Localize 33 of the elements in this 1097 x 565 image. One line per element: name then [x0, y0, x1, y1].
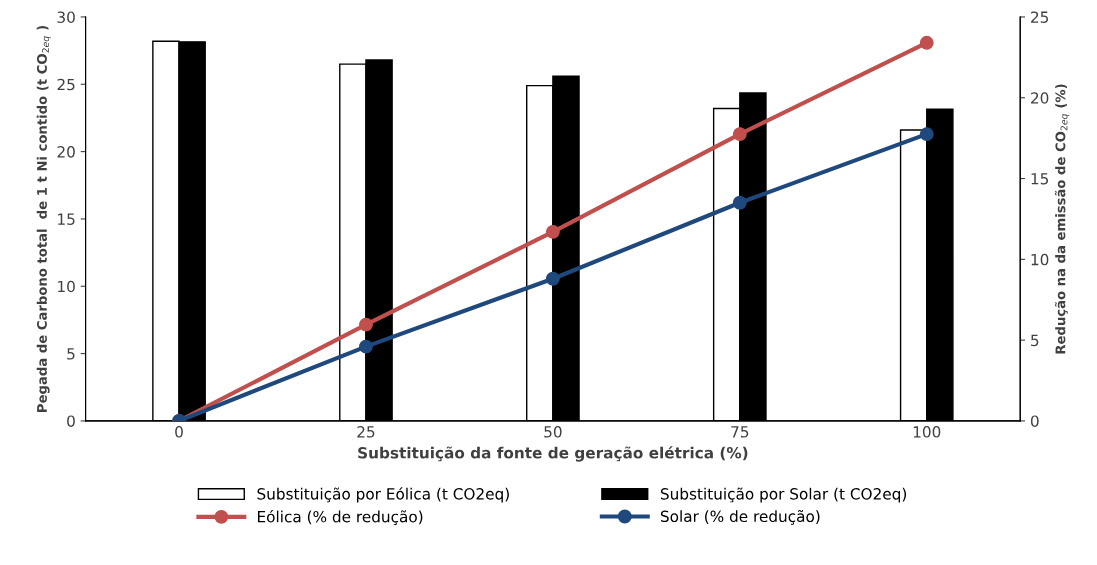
y-tick-label: 30: [57, 11, 75, 23]
legend-label: Substituição por Solar (t CO2eq): [660, 487, 907, 503]
point: [919, 127, 934, 142]
point: [919, 35, 934, 50]
legend-label: Eólica (% de redução): [257, 510, 423, 526]
y2-tick-label: 20: [1031, 92, 1049, 104]
y2-tick-label: 0: [1030, 415, 1039, 427]
y2-tick-label: 15: [1031, 173, 1049, 185]
x-tick-label: 50: [544, 426, 562, 438]
y-axis-title: Pegada de Carbono total de 1 t Ni contido (t CO$_{2eq}$ ): [36, 25, 51, 412]
y2-tick-label: 25: [1031, 11, 1049, 23]
x-axis-title: Substituição da fonte de geração elétrica (%): [358, 446, 748, 462]
point: [732, 127, 747, 142]
point: [545, 224, 560, 239]
x-tick-label: 0: [175, 426, 183, 438]
y-tick-label: 20: [57, 146, 75, 158]
point: [732, 195, 747, 210]
y-tick-label: 0: [67, 415, 75, 427]
x-tick-label: 75: [731, 426, 749, 438]
y-tick-label: 15: [58, 213, 75, 225]
legend-label: Substituição por Eólica (t CO2eq): [257, 487, 509, 503]
y-tick-label: 10: [58, 280, 75, 293]
y-tick-label: 25: [57, 78, 75, 91]
y2-tick-label: 10: [1031, 253, 1049, 266]
point: [545, 271, 560, 286]
point: [359, 339, 373, 354]
y-tick-label: 5: [67, 348, 75, 360]
legend-label: Solar (% de redução): [660, 510, 820, 525]
x-tick-label: 25: [357, 426, 375, 438]
point: [359, 317, 373, 332]
y2-tick-label: 5: [1031, 334, 1039, 347]
x-tick-label: 100: [913, 426, 941, 438]
y2-axis-title: Redução na da emissão de CO$_{2eq}$ (%): [1054, 84, 1070, 354]
